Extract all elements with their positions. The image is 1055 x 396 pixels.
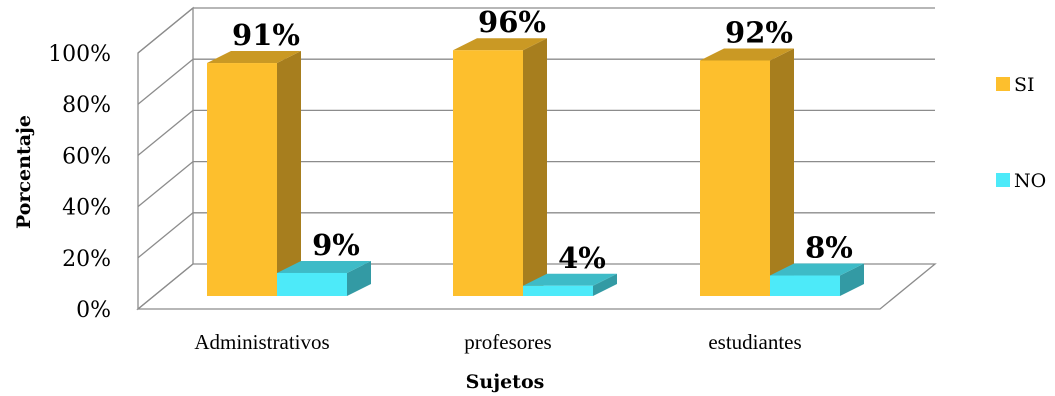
y-tick-label: 80% xyxy=(62,93,111,118)
data-labels: 91% 9% 96% 4% 92% 8% xyxy=(232,5,853,275)
y-axis-title: Porcentaje xyxy=(13,115,35,229)
gridline-depth xyxy=(137,7,194,54)
y-tick-label: 100% xyxy=(48,42,111,67)
bar-no-2 xyxy=(523,273,617,296)
side-wall xyxy=(137,6,194,311)
gridline-depth xyxy=(137,58,194,105)
data-label-si-2: 96% xyxy=(478,5,546,39)
y-tick-label: 60% xyxy=(62,144,111,169)
gridline-depth xyxy=(137,161,194,208)
bar-no-1 xyxy=(277,260,371,296)
y-tick-label: 0% xyxy=(76,298,111,323)
data-label-no-2: 4% xyxy=(558,241,606,275)
y-tick-label: 40% xyxy=(62,196,111,221)
gridline-depth xyxy=(137,212,194,259)
bars xyxy=(207,38,864,297)
floor xyxy=(136,263,937,310)
legend-label-no: NO xyxy=(1014,170,1046,192)
legend-swatch-no xyxy=(996,173,1010,187)
data-label-si-1: 91% xyxy=(232,18,300,52)
bar-no-3 xyxy=(770,263,864,296)
data-label-no-1: 9% xyxy=(312,228,360,262)
legend-label-si: SI xyxy=(1014,74,1035,96)
y-axis-ticks: 0% 20% 40% 60% 80% 100% xyxy=(48,42,111,323)
x-axis-categories: Administrativos profesores estudiantes xyxy=(194,330,801,354)
bar-si-3 xyxy=(700,48,794,297)
bar-si-1 xyxy=(207,51,301,296)
x-axis-title: Sujetos xyxy=(466,371,545,393)
legend-swatch-si xyxy=(996,77,1010,91)
data-label-no-3: 8% xyxy=(805,231,853,265)
x-category-label: estudiantes xyxy=(708,330,801,354)
y-tick-label: 20% xyxy=(62,247,111,272)
x-category-label: Administrativos xyxy=(194,330,329,354)
gridlines xyxy=(136,6,937,311)
bar-si-2 xyxy=(453,38,547,297)
gridline-depth xyxy=(137,109,194,156)
data-label-si-3: 92% xyxy=(725,15,793,49)
x-category-label: profesores xyxy=(464,330,551,354)
legend: SI NO xyxy=(996,74,1046,192)
